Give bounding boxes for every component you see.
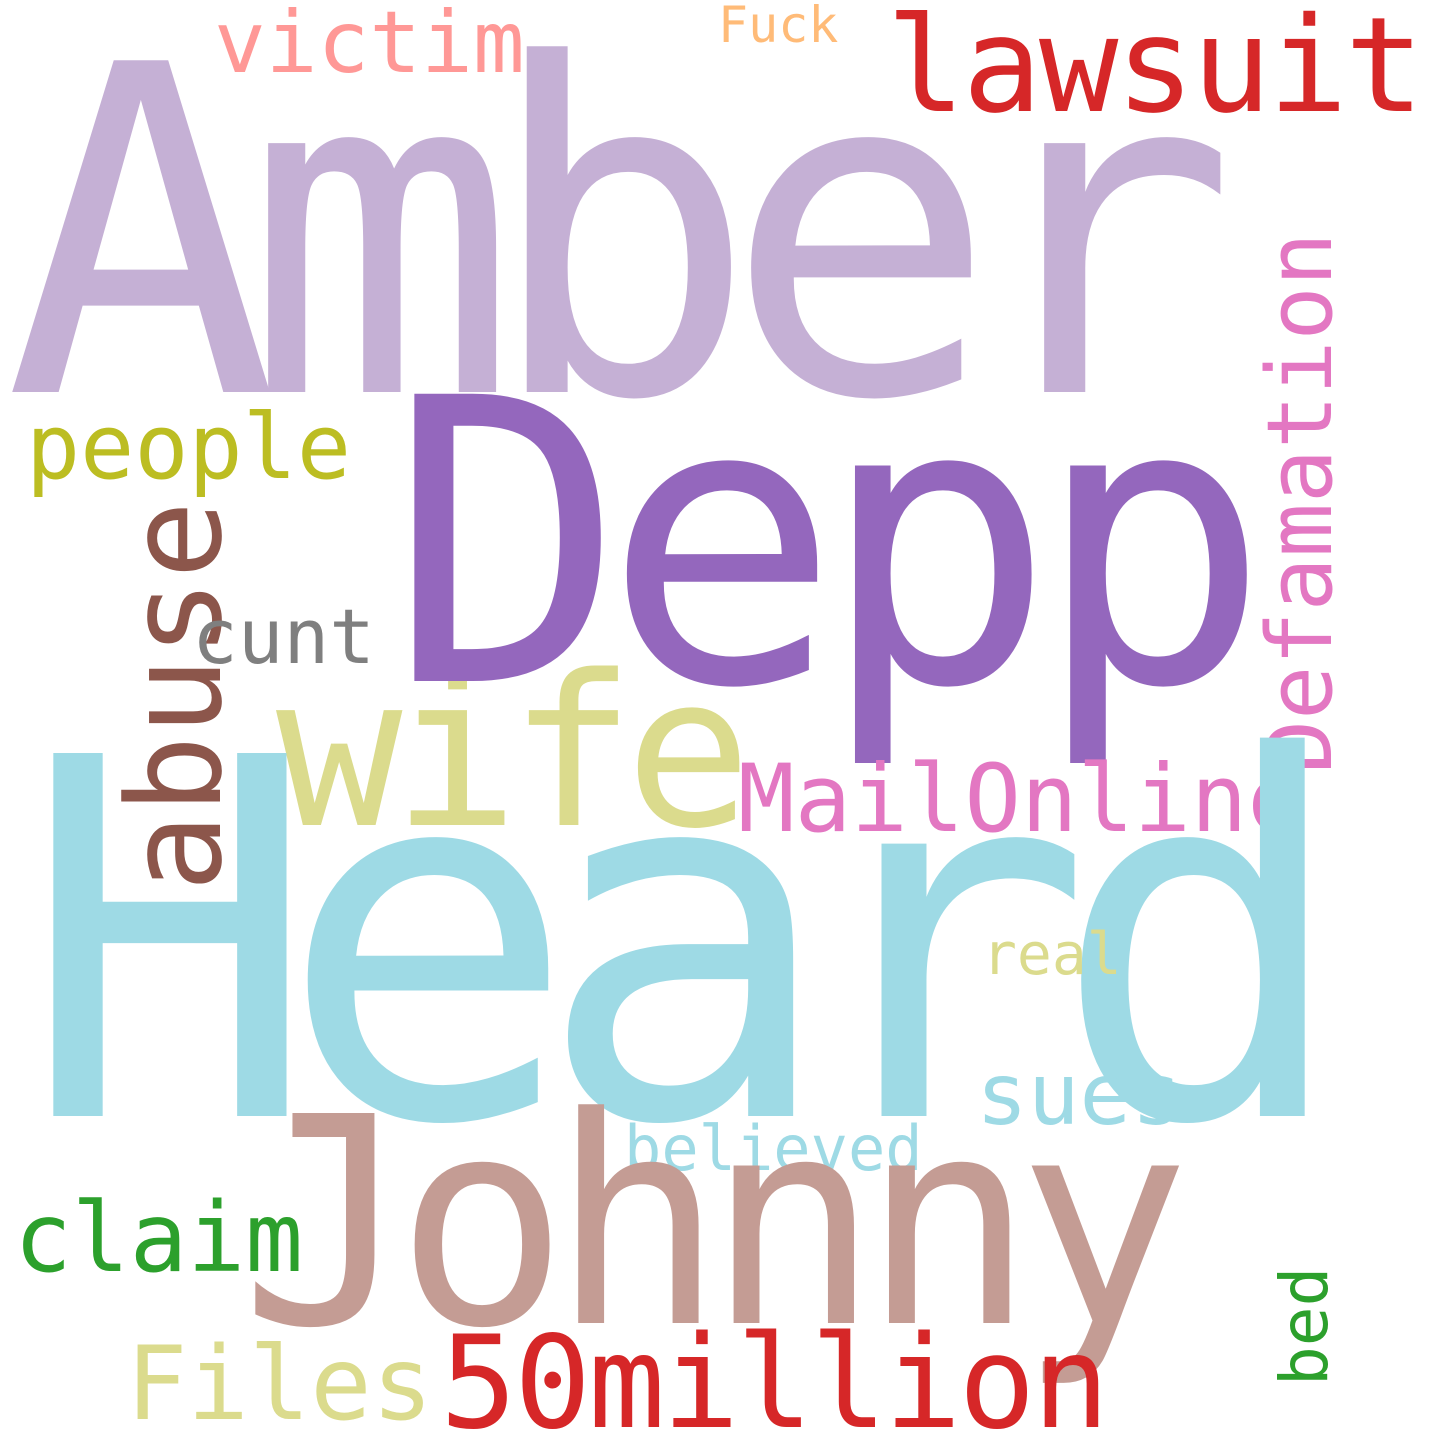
- word-claim: claim: [14, 1182, 303, 1294]
- word-amber: Amber: [4, 0, 1238, 500]
- word-wife: wife: [276, 630, 752, 875]
- word-lawsuit: lawsuit: [886, 0, 1424, 143]
- word-bed: bed: [1266, 1266, 1343, 1386]
- word-heard: Heard: [20, 655, 1351, 1234]
- word-real: real: [982, 920, 1122, 988]
- word-sues: sues: [976, 1045, 1184, 1145]
- word-files: Files: [126, 1325, 434, 1440]
- word-johnny: Johnny: [240, 1056, 1190, 1391]
- word-depp: Depp: [388, 315, 1271, 774]
- word-fuck: Fuck: [718, 0, 839, 54]
- word-50million: 50million: [440, 1309, 1110, 1440]
- word-people: people: [26, 395, 352, 500]
- word-cunt: cunt: [192, 592, 376, 681]
- word-believed: believed: [624, 1112, 923, 1185]
- word-mailonline: MailOnline: [738, 745, 1304, 854]
- word-victim: victim: [214, 0, 525, 93]
